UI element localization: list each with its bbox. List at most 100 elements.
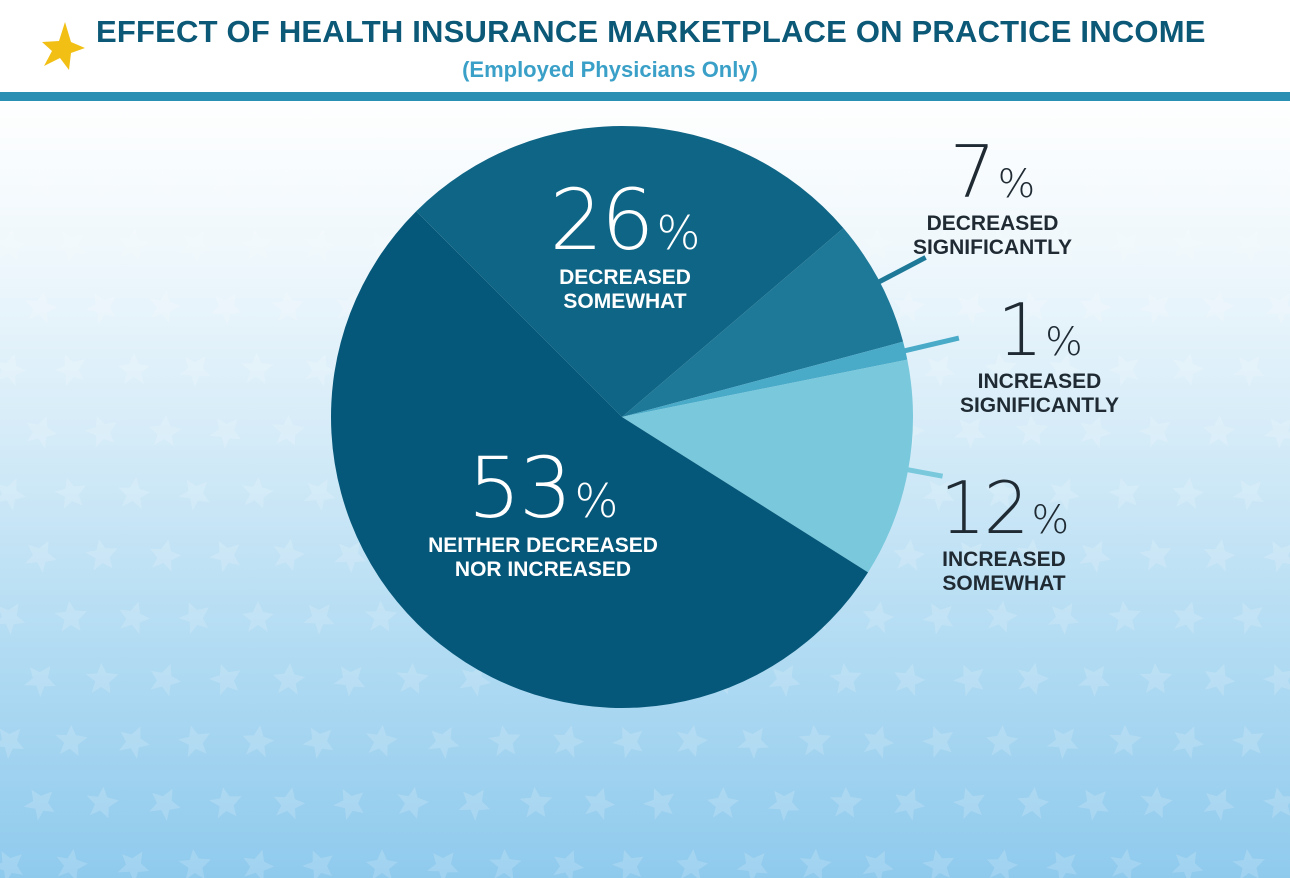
background-star bbox=[178, 725, 210, 758]
leader-line-decreased-significantly bbox=[874, 255, 927, 286]
background-star bbox=[1140, 786, 1173, 819]
background-star bbox=[1203, 415, 1236, 447]
background-star bbox=[1232, 725, 1264, 758]
background-star bbox=[273, 538, 305, 571]
background-star bbox=[148, 166, 181, 199]
background-star bbox=[550, 105, 583, 137]
background-star bbox=[178, 356, 211, 387]
background-star bbox=[829, 786, 863, 818]
background-star bbox=[1234, 230, 1266, 263]
background-star bbox=[1171, 228, 1204, 261]
background-star bbox=[553, 725, 585, 758]
background-star bbox=[178, 602, 209, 635]
background-star bbox=[892, 290, 925, 323]
background-star bbox=[1202, 166, 1235, 198]
background-star bbox=[953, 541, 985, 573]
background-star bbox=[553, 850, 585, 878]
background-star bbox=[862, 850, 894, 878]
slice-increased-somewhat bbox=[622, 359, 913, 573]
background-star bbox=[25, 540, 57, 573]
background-star bbox=[209, 787, 242, 819]
background-star bbox=[1048, 229, 1081, 262]
background-star bbox=[1109, 724, 1142, 756]
background-star bbox=[1079, 167, 1112, 199]
background-star bbox=[891, 166, 925, 198]
background-star bbox=[118, 726, 150, 759]
background-star bbox=[612, 726, 643, 759]
background-star bbox=[179, 231, 212, 263]
background-star bbox=[364, 230, 395, 263]
background-star bbox=[366, 849, 398, 878]
background-star bbox=[25, 291, 58, 324]
background-star bbox=[829, 663, 862, 695]
background-star bbox=[24, 666, 56, 698]
background-star bbox=[738, 104, 770, 137]
background-star bbox=[860, 105, 893, 136]
category-neither: NEITHER DECREASED NOR INCREASED bbox=[428, 534, 658, 581]
background-star bbox=[25, 167, 58, 199]
background-star bbox=[1049, 353, 1081, 387]
background-star bbox=[737, 727, 769, 760]
background-star bbox=[273, 787, 306, 820]
background-star bbox=[334, 541, 367, 574]
background-star bbox=[1108, 601, 1141, 632]
background-star bbox=[1263, 787, 1290, 819]
background-star bbox=[118, 353, 150, 384]
background-star bbox=[1080, 415, 1112, 449]
background-star bbox=[956, 167, 988, 201]
background-star bbox=[986, 725, 1019, 757]
background-star bbox=[208, 663, 241, 696]
background-star bbox=[676, 849, 709, 878]
background-star bbox=[149, 788, 181, 821]
background-star bbox=[1139, 662, 1173, 694]
slice-neither bbox=[330, 211, 869, 709]
category-decreased-somewhat: DECREASED SOMEWHAT bbox=[559, 266, 691, 313]
value-decreased-somewhat: 26% bbox=[549, 171, 701, 269]
background-star bbox=[209, 418, 242, 449]
background-star bbox=[86, 786, 119, 819]
value-increased-significantly: 1% bbox=[997, 288, 1083, 372]
background-star bbox=[335, 167, 368, 200]
background-star bbox=[519, 786, 553, 818]
background-star bbox=[893, 539, 926, 571]
background-star bbox=[85, 292, 116, 325]
background-star bbox=[986, 600, 1018, 633]
background-star bbox=[1046, 728, 1079, 759]
background-star bbox=[305, 229, 337, 262]
background-star bbox=[0, 851, 23, 878]
value-decreased-significantly: 7% bbox=[949, 130, 1036, 214]
background-star bbox=[488, 848, 522, 878]
background-star bbox=[984, 229, 1016, 262]
background-star bbox=[1077, 789, 1109, 821]
leader-line-increased-significantly bbox=[900, 335, 960, 354]
background-star bbox=[768, 665, 801, 697]
background-star bbox=[1110, 848, 1142, 878]
background-star bbox=[54, 600, 87, 632]
background-star bbox=[0, 478, 26, 511]
background-star bbox=[1108, 354, 1139, 387]
background-star bbox=[395, 169, 427, 201]
background-star bbox=[458, 789, 491, 822]
background-star bbox=[1203, 290, 1235, 323]
background-star bbox=[427, 104, 460, 137]
background-star bbox=[1016, 538, 1049, 571]
background-star bbox=[149, 415, 182, 447]
background-star bbox=[1263, 418, 1290, 449]
background-star bbox=[1264, 293, 1290, 326]
background-star bbox=[1263, 541, 1290, 573]
background-star bbox=[584, 787, 616, 821]
header-divider bbox=[0, 92, 1290, 101]
background-star bbox=[984, 106, 1015, 139]
label-decreased-somewhat: 26% DECREASED SOMEWHAT bbox=[520, 178, 730, 314]
background-star bbox=[955, 292, 987, 325]
background-star bbox=[333, 666, 366, 697]
background-star bbox=[799, 107, 832, 140]
background-star bbox=[923, 355, 956, 388]
background-star bbox=[333, 788, 364, 821]
background-star bbox=[117, 228, 150, 261]
background-star bbox=[55, 724, 88, 756]
background-star bbox=[0, 728, 25, 759]
background-star bbox=[117, 851, 150, 878]
background-star bbox=[1203, 788, 1235, 821]
background-star bbox=[488, 725, 521, 757]
